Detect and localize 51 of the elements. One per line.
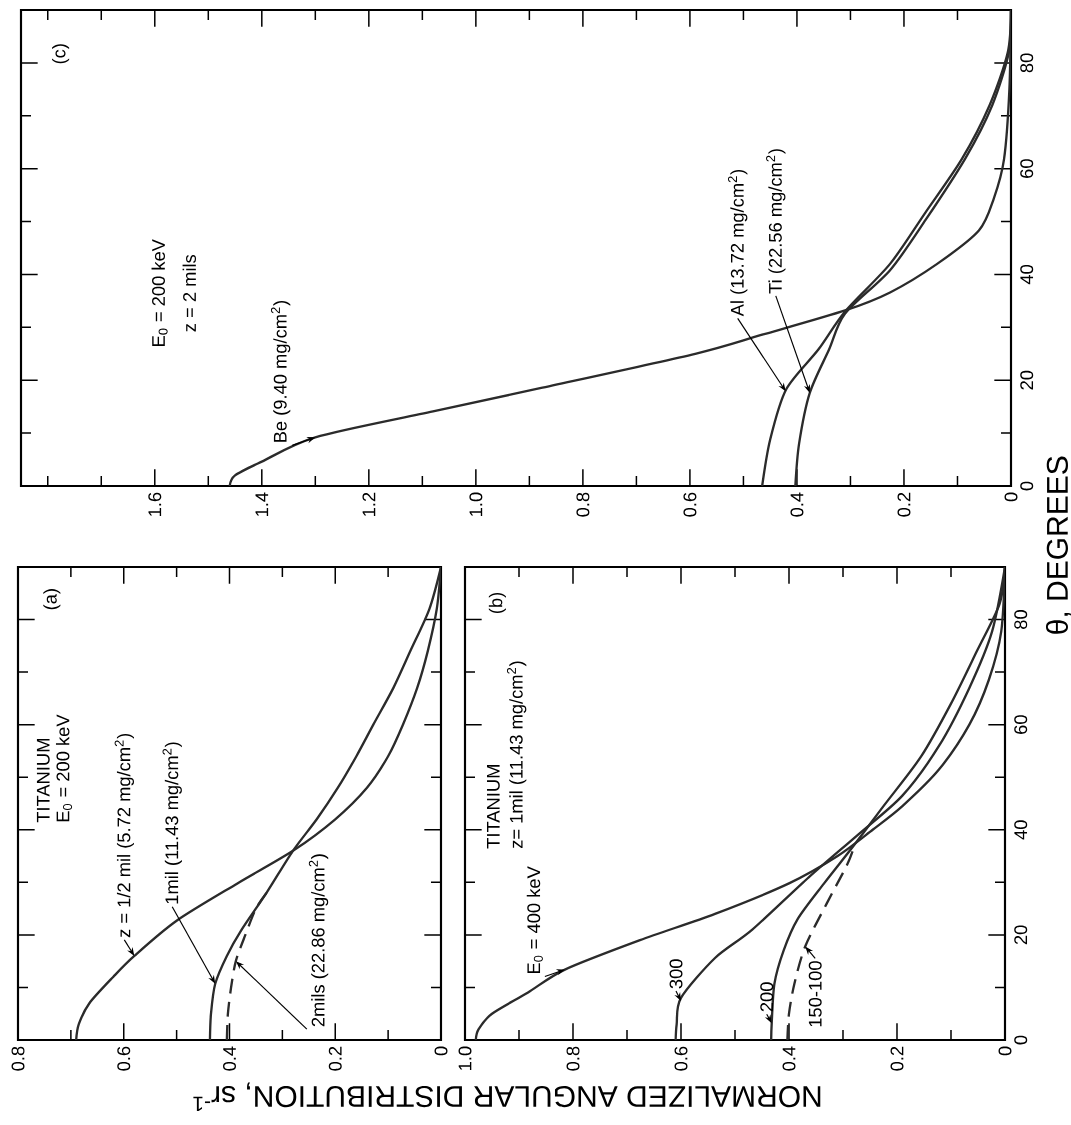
annotation: E$_{0}$ = 400 keV [526,866,543,974]
x-tick-label: 0.6 [674,1046,688,1071]
annotation: Be (9.40 mg/cm$^{2}$) [270,301,291,442]
x-tick-label: 1.2 [362,492,376,516]
annotation: TITANIUM [486,765,500,849]
annotation: z = 1/2 mil (5.72 mg/cm$^{2}$) [114,733,134,938]
annotation: (b) [488,592,506,614]
y-tick-label: 20 [1014,925,1028,945]
x-tick-label: 1.0 [469,492,483,516]
x-tick-label: 0 [1004,492,1018,502]
x-tick-label: 0.6 [117,1046,131,1071]
y-tick-label: 0 [1020,481,1034,491]
annotation: Ti (22.56 mg/cm$^{2}$) [766,149,786,294]
annotation: (c) [52,44,70,64]
y-tick-label: 20 [1020,370,1034,390]
x-tick-label: 0.4 [790,492,804,517]
y-tick-label: 0 [1014,1035,1028,1045]
x-tick-label: 0.8 [576,492,590,517]
y-axis-title: θ, DEGREES [1045,456,1071,634]
x-tick-label: 1.0 [458,1046,472,1070]
x-tick-label: 0.4 [223,1046,236,1071]
annotation: Al (13.72 mg/cm$^{2}$) [728,169,748,317]
annotation: 300 [669,959,683,989]
x-tick-label: 0.8 [11,1046,25,1071]
x-tick-label: 1.4 [255,492,269,516]
x-tick-label: 0.4 [782,1046,796,1071]
annotation: 2mils (22.86 mg/cm$^{2}$) [308,854,329,1027]
x-tick-label: 0.2 [890,1046,904,1071]
y-tick-label: 60 [1014,715,1028,734]
annotation: 200 [760,982,774,1012]
x-tick-label: 0.2 [328,1046,342,1071]
x-axis-title: NORMALIZED ANGULAR DISTRIBUTION, sr$^{-1}$ [193,1082,821,1112]
annotation: TITANIUM [36,739,50,823]
y-tick-label: 40 [1014,820,1028,840]
annotation: E$_{0}$ = 200 keV [55,714,73,822]
annotation: z= 1mil (11.43 mg/cm$^{2}$) [506,661,527,849]
y-tick-label: 80 [1014,610,1028,629]
annotation: 1mil (11.43 mg/cm$^{2}$) [162,742,182,904]
x-tick-label: 0.8 [566,1046,580,1071]
x-tick-label: 0.6 [683,492,697,517]
y-tick-label: 40 [1020,264,1034,285]
annotation: 150-100 [808,961,822,1027]
annotation: (a) [43,589,61,610]
annotation: E$_{0}$ = 200 keV [151,239,168,346]
annotation: z = 2 mils [182,254,197,332]
x-tick-label: 0.2 [897,492,911,517]
x-tick-label: 0 [998,1046,1012,1056]
y-tick-label: 60 [1020,159,1034,178]
x-tick-label: 1.6 [148,492,162,516]
x-tick-label: 0 [434,1046,448,1056]
y-tick-label: 80 [1020,53,1034,73]
